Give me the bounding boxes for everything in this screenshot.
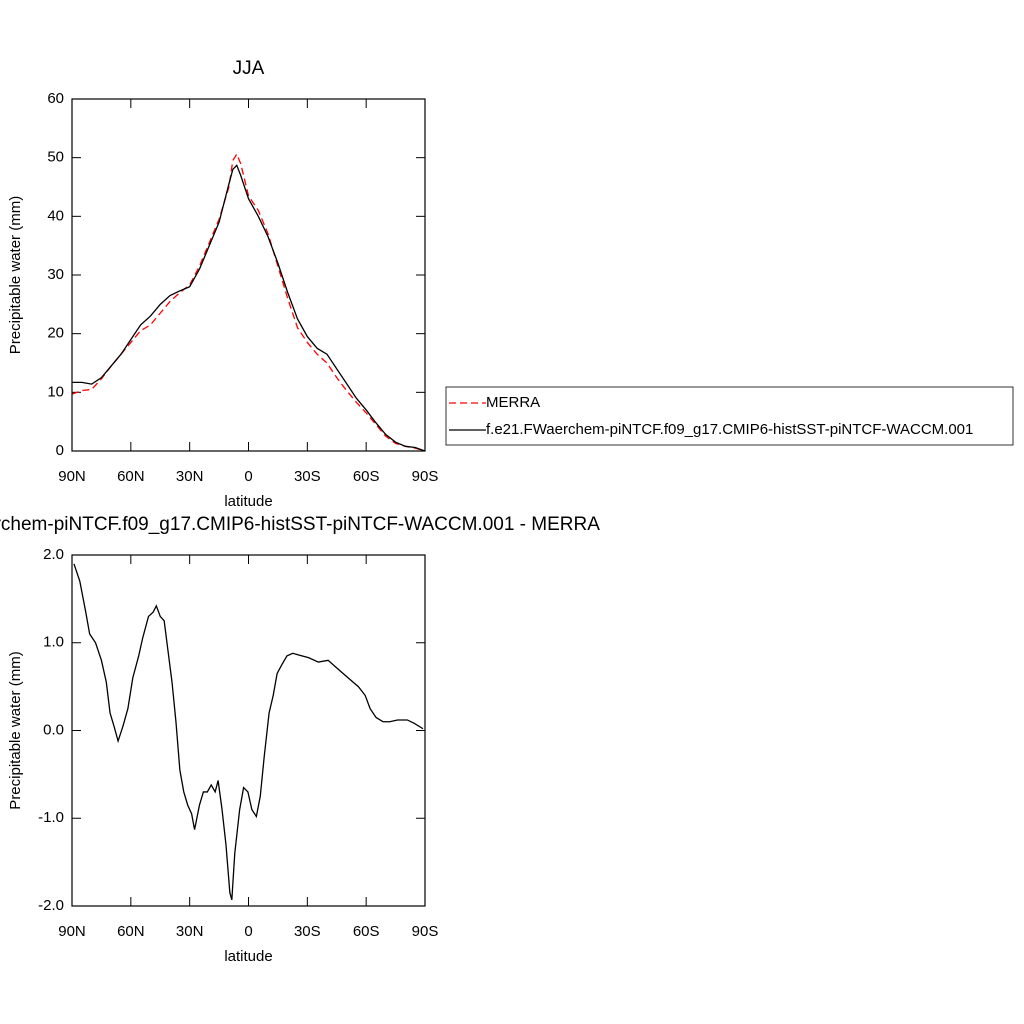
x-tick-label: 90N <box>58 468 86 485</box>
x-axis-label: latitude <box>224 948 272 965</box>
x-tick-label: 30S <box>294 923 321 940</box>
legend-label: MERRA <box>486 394 540 411</box>
data-line <box>71 152 426 452</box>
x-tick-label: 30N <box>176 923 204 940</box>
chart-title: JJA <box>233 58 265 79</box>
legend-box <box>445 386 1014 446</box>
x-tick-label: 90N <box>58 923 86 940</box>
data-line <box>73 563 424 901</box>
y-tick-label: 30 <box>47 266 64 283</box>
x-tick-label: 60N <box>117 468 145 485</box>
legend-label: f.e21.FWaerchem-piNTCF.f09_g17.CMIP6-his… <box>486 421 973 438</box>
y-axis-label: Precipitable water (mm) <box>7 196 24 354</box>
plot-frame <box>71 554 426 907</box>
x-tick-label: 60N <box>117 923 145 940</box>
x-tick-label: 90S <box>412 923 439 940</box>
y-tick-label: -1.0 <box>38 809 64 826</box>
plot-frame <box>71 98 426 452</box>
y-tick-label: 20 <box>47 325 64 342</box>
x-tick-label: 60S <box>353 468 380 485</box>
chart-title: f.e21.FWaerchem-piNTCF.f09_g17.CMIP6-his… <box>0 514 600 535</box>
x-tick-label: 90S <box>412 468 439 485</box>
y-tick-label: 2.0 <box>43 546 64 563</box>
y-tick-label: 50 <box>47 149 64 166</box>
x-tick-label: 30S <box>294 468 321 485</box>
y-tick-label: 0 <box>56 442 64 459</box>
x-tick-label: 60S <box>353 923 380 940</box>
y-axis-label: Precipitable water (mm) <box>7 651 24 809</box>
y-tick-label: -2.0 <box>38 897 64 914</box>
data-line <box>72 164 426 452</box>
x-tick-label: 30N <box>176 468 204 485</box>
x-axis-label: latitude <box>224 493 272 510</box>
y-tick-label: 0.0 <box>43 721 64 738</box>
x-tick-label: 0 <box>244 923 252 940</box>
y-tick-label: 10 <box>47 383 64 400</box>
y-tick-label: 1.0 <box>43 634 64 651</box>
y-tick-label: 60 <box>47 90 64 107</box>
y-tick-label: 40 <box>47 207 64 224</box>
x-tick-label: 0 <box>244 468 252 485</box>
